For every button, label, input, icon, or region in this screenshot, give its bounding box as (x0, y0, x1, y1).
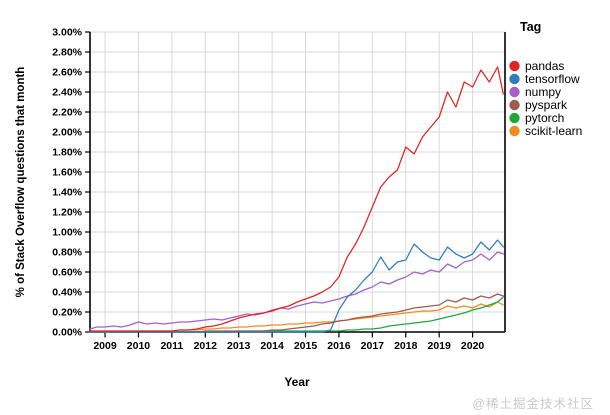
legend-label-numpy: numpy (525, 85, 561, 99)
y-tick-label: 1.80% (52, 147, 82, 159)
x-tick-label: 2018 (394, 340, 418, 352)
legend-item-pytorch: pytorch (509, 111, 564, 125)
y-tick-label: 1.60% (52, 167, 82, 179)
series-line-pandas (89, 66, 504, 332)
x-tick-label: 2012 (194, 340, 218, 352)
legend-label-tensorflow: tensorflow (525, 72, 580, 86)
y-tick-label: 0.00% (52, 327, 82, 339)
legend-label-scikit-learn: scikit-learn (525, 124, 582, 138)
y-tick-label: 2.80% (52, 47, 82, 59)
series-lines (89, 66, 504, 333)
legend-item-pyspark: pyspark (509, 98, 568, 112)
x-tick-label: 2010 (127, 340, 151, 352)
legend-label-pyspark: pyspark (525, 98, 568, 112)
x-axis-title: Year (284, 375, 310, 389)
gridlines (90, 31, 505, 332)
y-tick-label: 2.60% (52, 67, 82, 79)
y-tick-label: 3.00% (52, 27, 82, 39)
y-tick-label: 1.20% (52, 207, 82, 219)
y-tick-label: 0.20% (52, 307, 82, 319)
x-tick-label: 2017 (361, 340, 385, 352)
x-tick-label: 2009 (93, 340, 117, 352)
y-tick-label: 0.60% (52, 267, 82, 279)
x-tick-label: 2016 (327, 340, 351, 352)
legend-swatch-pandas (509, 60, 520, 72)
x-tick-label: 2015 (294, 340, 318, 352)
y-tick-label: 2.20% (52, 107, 82, 119)
legend-item-pandas: pandas (509, 59, 564, 73)
x-tick-label: 2019 (427, 340, 451, 352)
tick-labels: 0.00% 0.20% 0.40% 0.60% 0.80% 1.00% 1.20% 1.40%… (52, 27, 484, 353)
y-tick-label: 0.40% (52, 287, 82, 299)
x-tick-label: 2014 (260, 340, 284, 352)
y-tick-label: 0.80% (52, 247, 82, 259)
legend-swatch-numpy (509, 86, 520, 98)
legend-label-pandas: pandas (525, 59, 564, 73)
legend-swatch-scikit-learn (509, 125, 520, 137)
watermark: @稀土掘金技术社区 (472, 397, 594, 411)
legend-item-tensorflow: tensorflow (509, 72, 580, 86)
legend: pandastensorflownumpypysparkpytorchsciki… (509, 59, 582, 138)
y-tick-label: 2.40% (52, 87, 82, 99)
legend-swatch-pyspark (509, 99, 520, 111)
y-tick-label: 2.00% (52, 127, 82, 139)
y-tick-label: 1.40% (52, 187, 82, 199)
x-tick-label: 2013 (227, 340, 251, 352)
y-axis-title: % of Stack Overflow questions that month (15, 67, 27, 298)
legend-title: Tag (520, 20, 541, 34)
legend-item-scikit-learn: scikit-learn (509, 124, 582, 138)
y-tick-label: 1.00% (52, 227, 82, 239)
series-line-pyspark (89, 293, 504, 333)
series-line-tensorflow (89, 239, 504, 333)
legend-swatch-tensorflow (509, 73, 520, 85)
legend-swatch-pytorch (509, 112, 520, 124)
series-line-numpy (89, 251, 504, 330)
x-tick-label: 2020 (461, 340, 485, 352)
legend-item-numpy: numpy (509, 85, 561, 99)
legend-label-pytorch: pytorch (525, 111, 564, 125)
x-tick-label: 2011 (160, 340, 183, 352)
